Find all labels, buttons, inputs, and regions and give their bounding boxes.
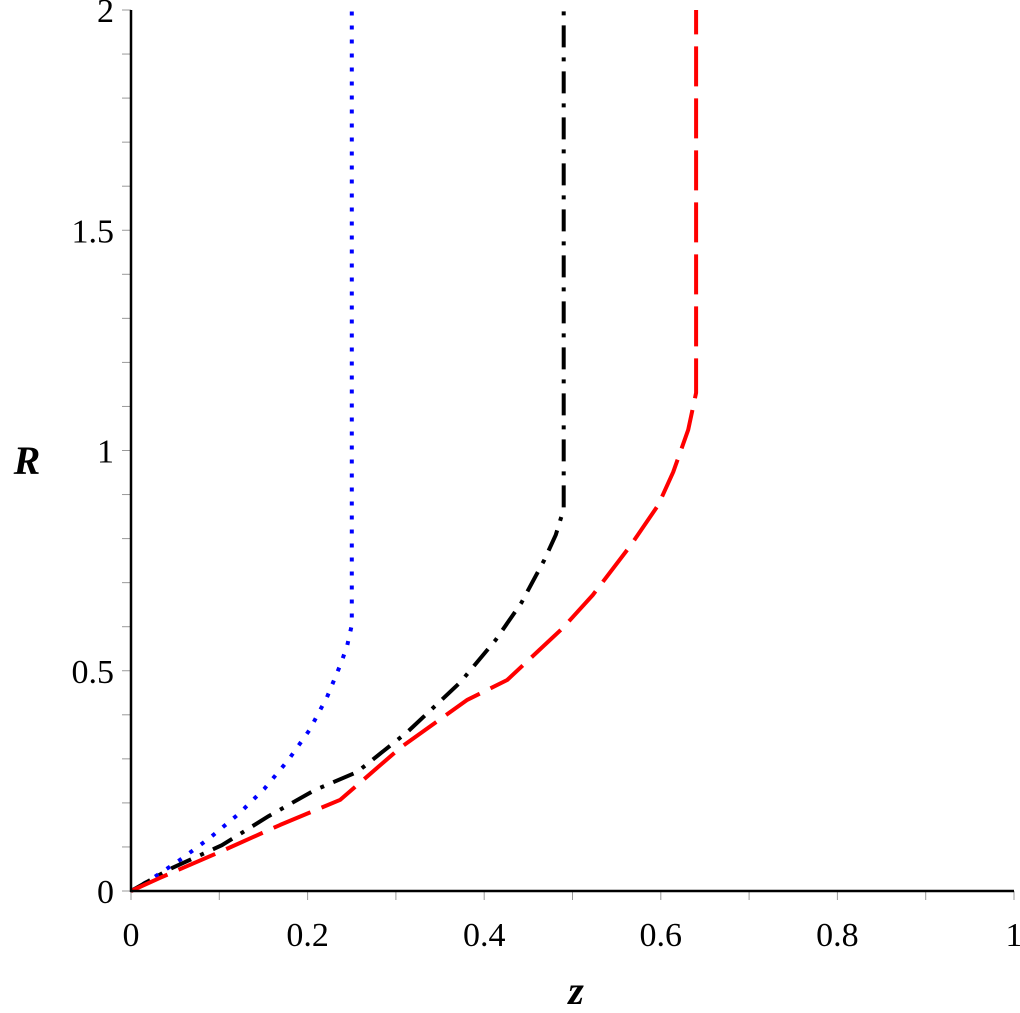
x-tick-label: 1 bbox=[1006, 917, 1020, 954]
x-tick-label: 0 bbox=[123, 917, 140, 954]
y-tick-label: 0 bbox=[97, 874, 114, 911]
x-tick-labels: 0 0.2 0.4 0.6 0.8 1 bbox=[123, 917, 1020, 954]
y-tick-label: 1.5 bbox=[72, 213, 115, 250]
x-tick-label: 0.4 bbox=[463, 917, 506, 954]
series-layer bbox=[129, 10, 699, 893]
y-tick-label: 0.5 bbox=[72, 654, 115, 691]
y-tick-labels: 0 0.5 1 1.5 2 bbox=[72, 0, 115, 911]
minor-ticks bbox=[122, 9, 1015, 900]
series-black-dashdot bbox=[130, 10, 566, 893]
y-tick-label: 1 bbox=[97, 434, 114, 471]
y-axis-label: R bbox=[13, 438, 41, 483]
series-blue-dotted bbox=[129, 10, 354, 893]
y-tick-label: 2 bbox=[97, 0, 114, 30]
x-tick-label: 0.2 bbox=[286, 917, 329, 954]
x-tick-label: 0.8 bbox=[816, 917, 859, 954]
series-red-longdash bbox=[130, 10, 699, 893]
x-tick-label: 0.6 bbox=[640, 917, 683, 954]
x-axis-label: z bbox=[566, 968, 584, 1013]
